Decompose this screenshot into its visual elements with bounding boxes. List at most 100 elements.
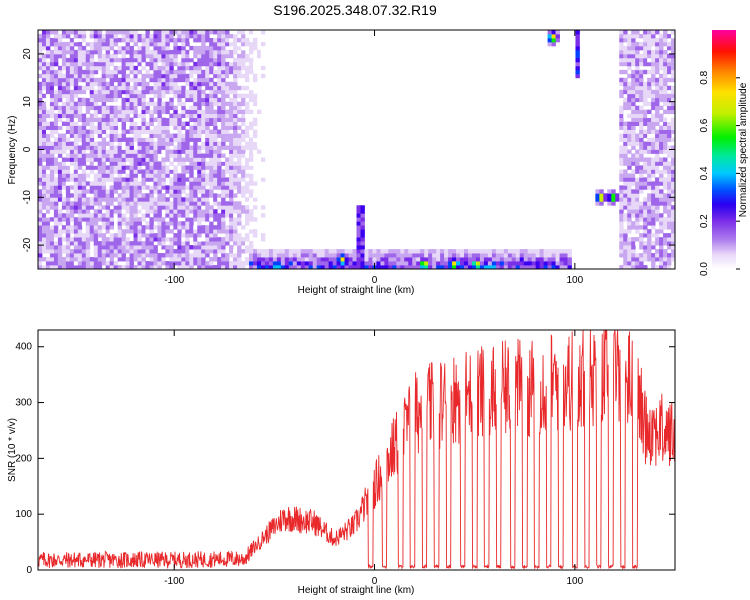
heatmap-cell — [57, 153, 63, 158]
heatmap-cell — [129, 217, 134, 222]
heatmap-cell — [117, 253, 123, 258]
heatmap-cell — [324, 261, 330, 266]
heatmap-cell — [272, 257, 278, 262]
heatmap-cell — [241, 197, 246, 202]
heatmap-cell — [225, 117, 230, 123]
heatmap-cell — [109, 225, 115, 230]
heatmap-cell — [38, 61, 43, 67]
heatmap-cell — [551, 257, 556, 262]
heatmap-cell — [93, 81, 99, 87]
heatmap-cell — [161, 165, 166, 170]
heatmap-cell — [49, 121, 55, 126]
heatmap-cell — [245, 241, 250, 246]
heatmap-cell — [145, 209, 150, 214]
heatmap-cell — [173, 73, 178, 79]
heatmap-cell — [73, 245, 79, 250]
heatmap-cell — [201, 125, 206, 130]
heatmap-cell — [233, 261, 238, 266]
heatmap-cell — [368, 261, 373, 266]
heatmap-cell — [101, 217, 107, 222]
heatmap-cell — [671, 169, 675, 174]
heatmap-cell — [113, 69, 119, 75]
heatmap-cell — [69, 117, 75, 123]
heatmap-cell — [41, 85, 47, 91]
heatmap-cell — [667, 253, 672, 258]
heatmap-cell — [137, 121, 142, 126]
heatmap-cell — [249, 169, 254, 174]
heatmap-cell — [185, 201, 190, 206]
heatmap-cell — [189, 205, 194, 210]
heatmap-cell — [651, 69, 656, 75]
heatmap-cell — [193, 181, 198, 186]
heatmap-cell — [149, 153, 154, 158]
heatmap-cell — [145, 49, 150, 55]
heatmap-cell — [647, 85, 652, 91]
heatmap-cell — [113, 129, 119, 134]
heatmap-cell — [181, 213, 186, 218]
heatmap-cell — [73, 117, 79, 123]
heatmap-cell — [671, 121, 675, 126]
heatmap-cell — [555, 257, 560, 262]
heatmap-cell — [396, 249, 401, 254]
heatmap-cell — [129, 30, 134, 35]
heatmap-cell — [53, 145, 59, 150]
heatmap-cell — [137, 189, 142, 194]
heatmap-cell — [161, 57, 166, 63]
heatmap-cell — [85, 201, 91, 206]
heatmap-cell — [316, 261, 322, 266]
heatmap-cell — [161, 217, 166, 222]
heatmap-cell — [603, 197, 608, 202]
heatmap-cell — [663, 257, 668, 262]
heatmap-cell — [352, 257, 357, 262]
heatmap-cell — [177, 189, 182, 194]
heatmap-cell — [659, 85, 664, 91]
heatmap-cell — [663, 30, 668, 35]
heatmap-cell — [503, 261, 509, 266]
heatmap-cell — [659, 197, 664, 202]
heatmap-cell — [61, 217, 67, 222]
heatmap-cell — [165, 65, 170, 71]
heatmap-cell — [81, 261, 87, 266]
heatmap-cell — [117, 105, 123, 111]
heatmap-cell — [69, 265, 75, 269]
heatmap-cell — [543, 249, 548, 254]
heatmap-cell — [85, 209, 91, 214]
heatmap-cell — [651, 129, 656, 134]
heatmap-cell — [225, 89, 230, 95]
heatmap-cell — [639, 97, 644, 103]
heatmap-cell — [161, 81, 166, 87]
heatmap-cell — [448, 249, 453, 254]
heatmap-cell — [507, 253, 513, 258]
heatmap-cell — [205, 225, 210, 230]
heatmap-cell — [38, 121, 43, 126]
heatmap-cell — [623, 265, 628, 269]
snr-x-label: Height of straight line (km) — [298, 585, 415, 596]
heatmap-cell — [181, 61, 186, 67]
heatmap-cell — [105, 261, 111, 266]
heatmap-cell — [448, 265, 453, 269]
heatmap-cell — [193, 85, 198, 91]
heatmap-cell — [563, 261, 568, 266]
heatmap-cell — [651, 161, 656, 166]
heatmap-cell — [217, 189, 222, 194]
heatmap-cell — [360, 205, 365, 210]
heatmap-cell — [217, 217, 222, 222]
heatmap-cell — [229, 237, 234, 242]
heatmap-cell — [229, 97, 234, 103]
heatmap-cell — [113, 113, 119, 119]
heatmap-cell — [121, 237, 126, 242]
heatmap-cell — [153, 133, 158, 138]
heatmap-cell — [121, 85, 126, 91]
heatmap-cell — [631, 145, 636, 150]
heatmap-cell — [149, 185, 154, 190]
heatmap-cell — [551, 253, 556, 258]
heatmap-cell — [463, 265, 469, 269]
heatmap-cell — [217, 145, 222, 150]
heatmap-cell — [631, 57, 636, 63]
heatmap-cell — [221, 173, 226, 178]
heatmap-cell — [69, 30, 75, 35]
heatmap-cell — [563, 257, 568, 262]
heatmap-cell — [249, 93, 254, 99]
heatmap-cell — [149, 181, 154, 186]
heatmap-cell — [475, 249, 481, 254]
